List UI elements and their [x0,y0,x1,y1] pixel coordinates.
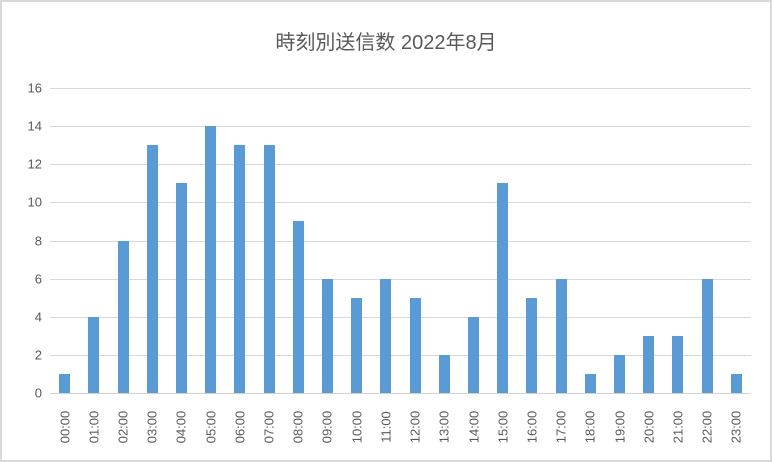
bar-18:00 [584,373,596,393]
y-tick-label: 14 [27,118,42,134]
y-tick-label: 2 [34,347,42,363]
x-tick-label: 17:00 [553,410,569,444]
bar-21:00 [672,335,684,393]
y-tick-label: 4 [34,309,42,325]
gridline [50,126,751,128]
x-tick-label: 07:00 [261,410,277,444]
x-tick-label: 05:00 [203,410,219,444]
x-tick-label: 11:00 [378,411,394,443]
bar-04:00 [175,183,187,393]
x-tick-label: 23:00 [728,410,744,444]
x-axis-line [50,393,751,394]
x-tick-label: 03:00 [144,410,160,444]
plot-area [50,88,751,394]
x-tick-label: 10:00 [349,410,365,444]
bar-19:00 [614,354,626,393]
bar-20:00 [643,335,655,393]
gridline [50,88,751,89]
bar-09:00 [321,278,333,393]
bar-23:00 [730,373,742,393]
bar-01:00 [88,316,100,393]
x-tick-label: 13:00 [436,410,452,444]
y-axis: 0 2 4 6 8 10 12 14 16 [2,81,42,401]
gridline [50,164,751,166]
x-tick-label: 16:00 [524,410,540,444]
bar-07:00 [263,145,275,393]
bar-15:00 [497,183,509,393]
y-tick-label: 0 [34,385,42,401]
x-tick-label: 00:00 [57,410,73,444]
gridline [50,354,751,356]
x-tick-label: 01:00 [86,410,102,444]
x-tick-label: 22:00 [699,410,715,444]
y-tick-label: 12 [27,156,42,172]
gridline [50,278,751,280]
x-axis: 00:00 01:00 02:00 03:00 04:00 05:00 06:00 07:00… [50,393,751,460]
bar-00:00 [59,373,71,393]
bar-16:00 [526,297,538,393]
y-tick-label: 16 [27,80,42,96]
bar-06:00 [234,145,246,393]
bar-14:00 [468,316,480,393]
x-tick-label: 04:00 [173,410,189,444]
bar-02:00 [117,240,129,393]
chart-title: 時刻別送信数 2022年8月 [275,32,497,54]
gridline [50,202,751,204]
x-tick-label: 14:00 [466,410,482,444]
x-tick-label: 21:00 [670,410,686,444]
x-tick-label: 12:00 [407,410,423,444]
y-tick-label: 6 [34,271,42,287]
x-tick-label: 19:00 [612,410,628,444]
bar-12:00 [409,297,421,393]
bar-08:00 [292,221,304,393]
x-tick-label: 02:00 [115,410,131,444]
bar-10:00 [351,297,363,393]
x-tick-label: 18:00 [582,410,598,444]
gridline [50,240,751,242]
bar-03:00 [146,145,158,393]
gridline [50,316,751,318]
y-tick-label: 8 [34,233,42,248]
bar-11:00 [380,278,392,393]
y-tick-label: 10 [27,194,42,210]
bar-05:00 [205,126,217,393]
x-tick-label: 08:00 [290,410,306,444]
x-tick-label: 15:00 [495,410,511,444]
bar-13:00 [438,354,450,393]
x-tick-label: 20:00 [641,410,657,444]
x-tick-label: 09:00 [319,410,335,444]
bar-17:00 [555,278,567,393]
bar-22:00 [701,278,713,393]
x-tick-label: 06:00 [232,410,248,444]
